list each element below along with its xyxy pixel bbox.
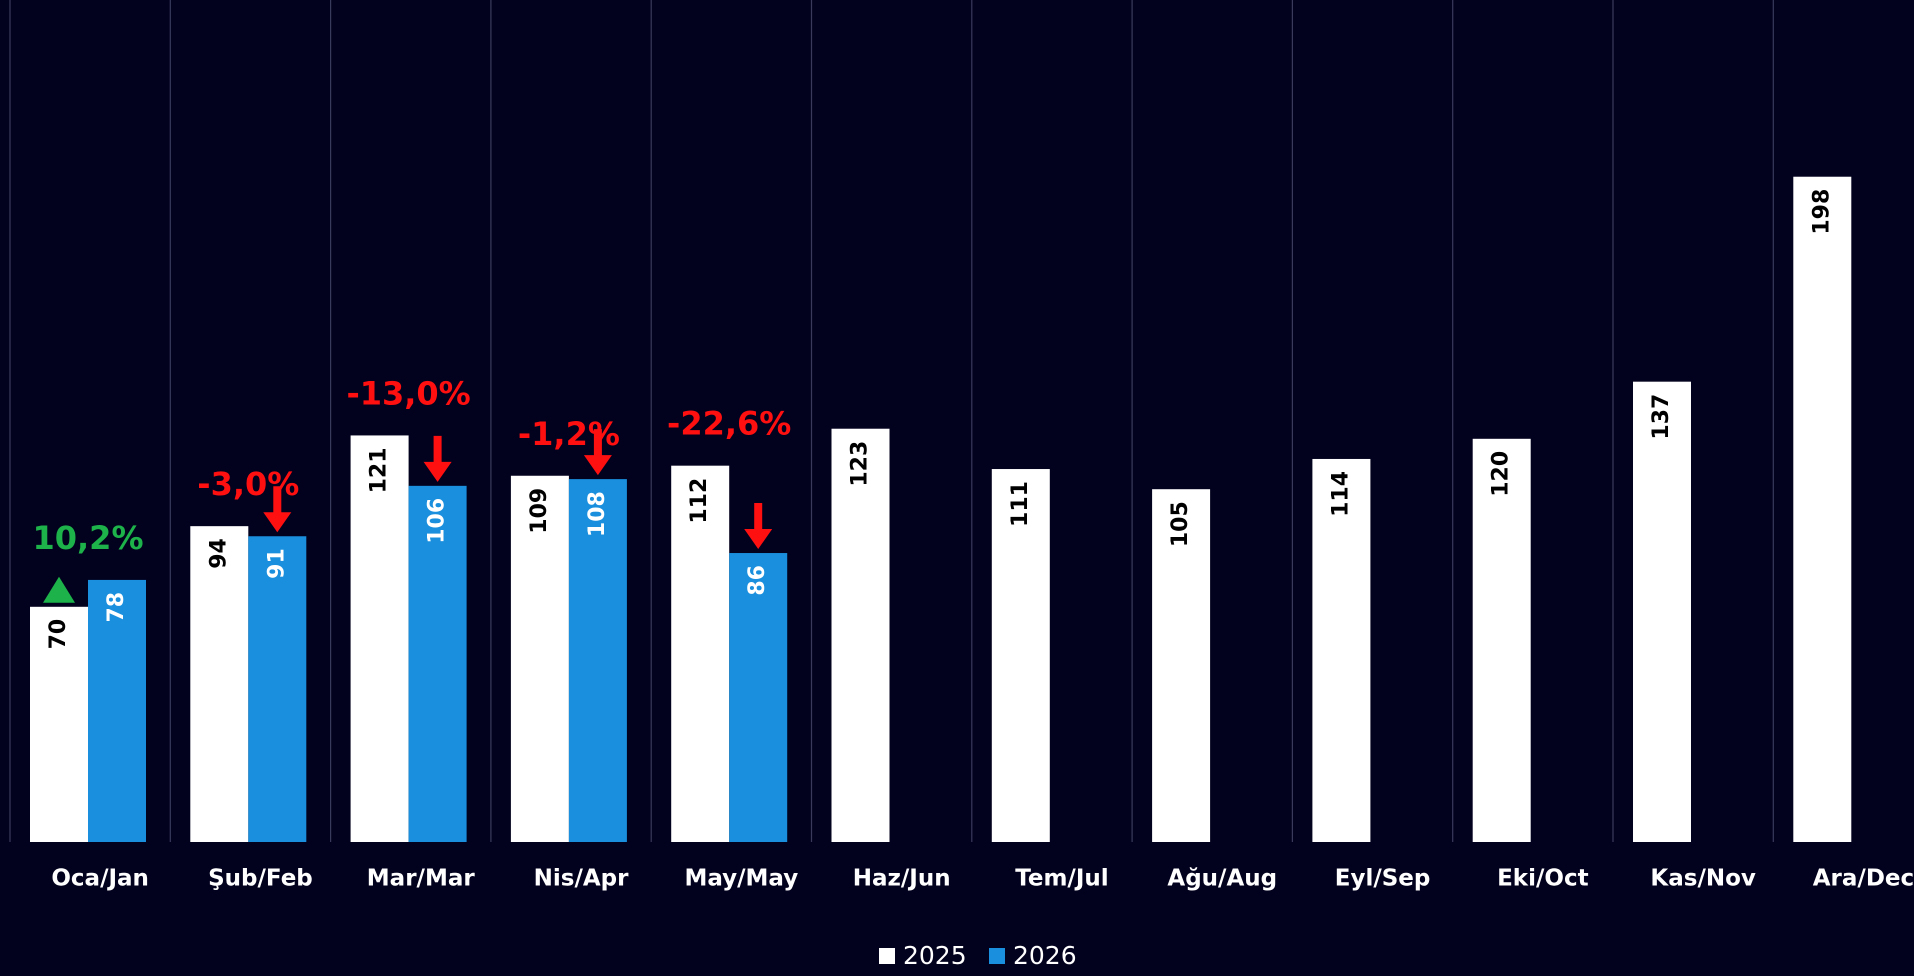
change-label: 10,2% xyxy=(32,519,143,557)
x-tick-label: Eyl/Sep xyxy=(1335,866,1431,892)
change-label: -1,2% xyxy=(518,415,620,453)
data-label: 108 xyxy=(585,491,610,537)
bar xyxy=(1472,438,1531,842)
bar xyxy=(510,475,569,842)
x-tick-label: Kas/Nov xyxy=(1650,866,1755,892)
data-label: 91 xyxy=(264,548,289,579)
data-label: 123 xyxy=(848,441,873,487)
legend-label: 2025 xyxy=(903,941,967,970)
data-label: 109 xyxy=(527,488,552,534)
x-tick-label: Mar/Mar xyxy=(367,866,476,892)
legend-swatch xyxy=(879,948,895,964)
x-tick-label: Haz/Jun xyxy=(853,866,951,892)
bar xyxy=(991,469,1050,842)
data-label: 78 xyxy=(104,592,129,623)
down-arrow xyxy=(423,435,452,482)
bar xyxy=(248,536,307,842)
x-tick-label: Eki/Oct xyxy=(1497,866,1588,892)
x-tick-label: Ara/Dec xyxy=(1813,866,1914,892)
down-arrow xyxy=(583,429,612,476)
bar xyxy=(568,479,627,842)
legend-swatch xyxy=(989,948,1005,964)
data-label: 120 xyxy=(1489,451,1514,497)
change-label: -13,0% xyxy=(346,374,470,412)
data-label: 105 xyxy=(1168,501,1193,547)
bar xyxy=(671,465,730,842)
data-label: 111 xyxy=(1008,481,1033,527)
data-label: 137 xyxy=(1649,394,1674,440)
down-arrow xyxy=(263,486,292,533)
bar xyxy=(1312,458,1371,842)
x-tick-label: Şub/Feb xyxy=(208,866,313,892)
change-label: -22,6% xyxy=(667,405,791,443)
change-label: -3,0% xyxy=(197,465,299,503)
data-label: 112 xyxy=(687,478,712,524)
data-label: 198 xyxy=(1809,189,1834,235)
data-label: 106 xyxy=(425,498,450,544)
x-tick-label: Nis/Apr xyxy=(534,866,629,892)
data-label: 86 xyxy=(745,565,770,596)
bar xyxy=(190,526,249,842)
x-tick-label: Tem/Jul xyxy=(1015,866,1108,892)
data-label: 121 xyxy=(367,447,392,493)
x-tick-label: Ağu/Aug xyxy=(1167,866,1277,892)
bar xyxy=(729,553,788,842)
legend-label: 2026 xyxy=(1013,941,1077,970)
data-label: 94 xyxy=(206,538,231,569)
bar xyxy=(408,485,467,842)
bar xyxy=(30,606,88,842)
data-label: 70 xyxy=(46,619,71,650)
bar xyxy=(350,435,409,842)
data-label: 114 xyxy=(1328,471,1353,517)
bar xyxy=(1152,489,1211,842)
bar xyxy=(1793,176,1852,843)
x-tick-label: May/May xyxy=(684,866,798,892)
bar xyxy=(88,579,146,842)
down-arrow xyxy=(744,503,773,550)
bar xyxy=(831,428,890,842)
up-arrow xyxy=(43,576,75,603)
x-tick-label: Oca/Jan xyxy=(51,866,149,892)
bar xyxy=(1633,381,1691,842)
